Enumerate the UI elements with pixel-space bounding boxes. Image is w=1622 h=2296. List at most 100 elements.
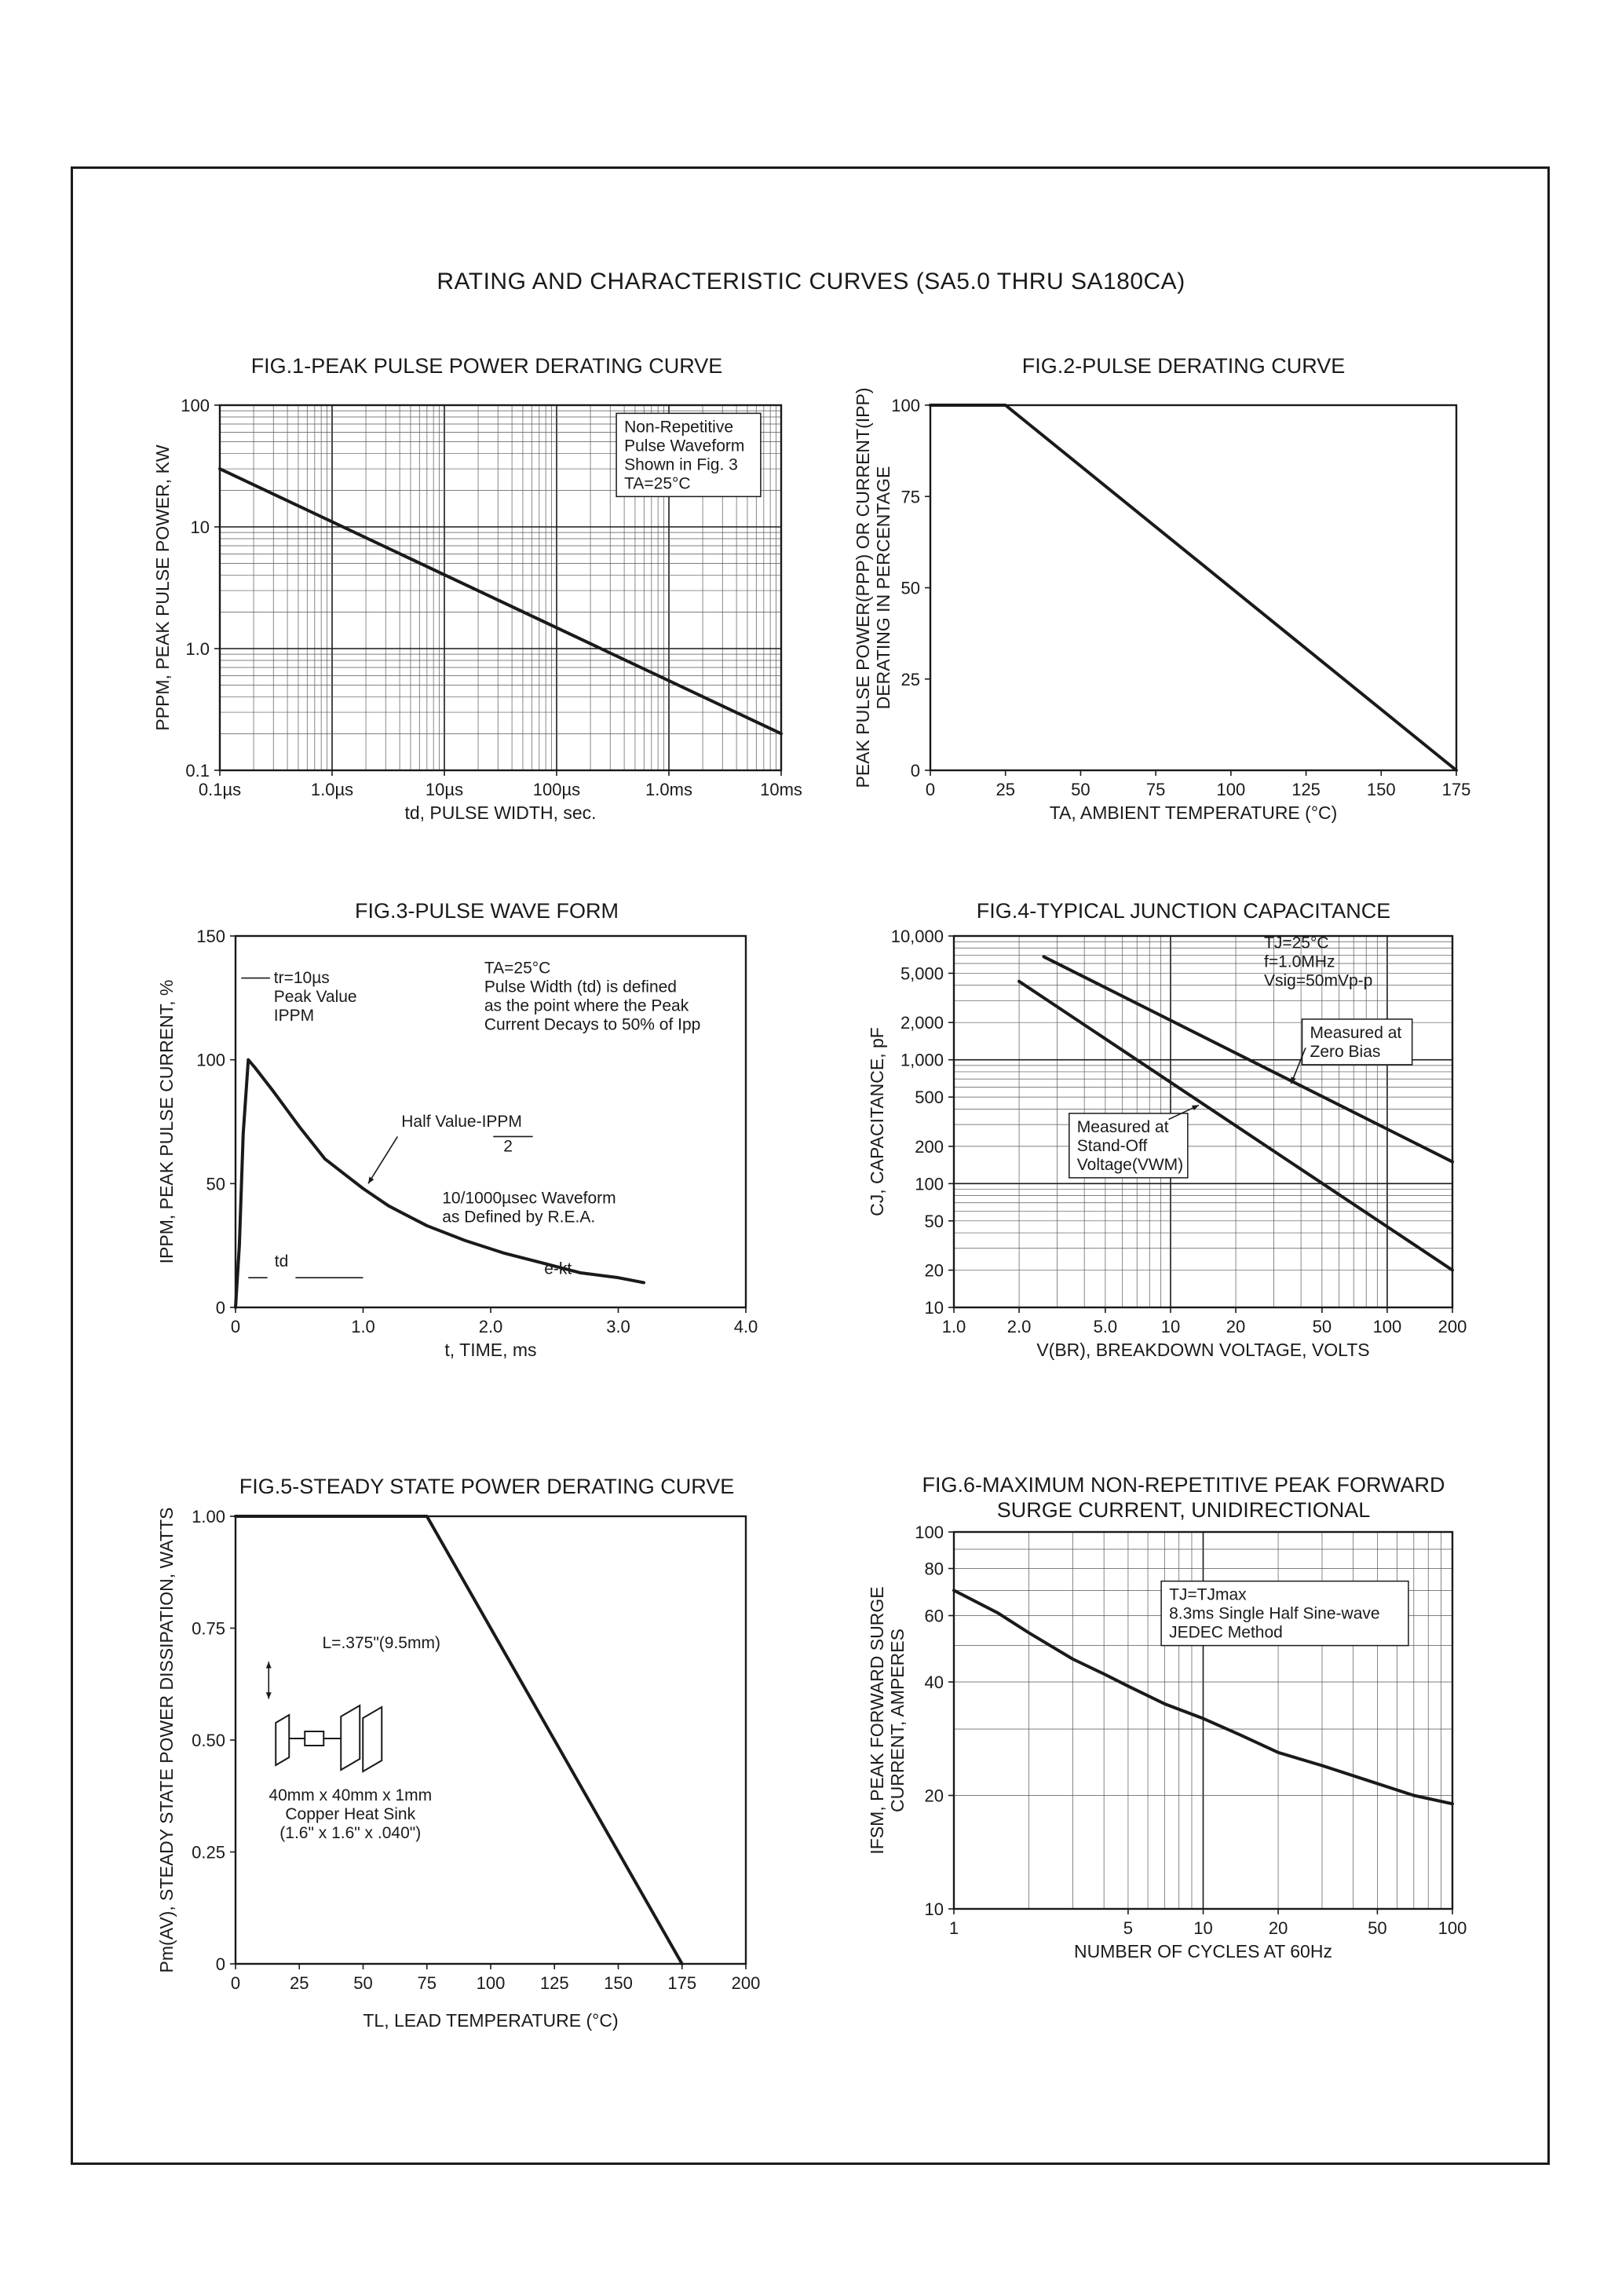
svg-text:10: 10 — [1161, 1317, 1180, 1336]
svg-text:60: 60 — [925, 1606, 944, 1625]
fig4-typical-junction-capacitance: FIG.4-TYPICAL JUNCTION CAPACITANCE 1.0 2.… — [852, 897, 1515, 1445]
fig5-chart-canvas: 0 25 50 75 100 125 150 175 200 0 0.25 0.50 0.75 1.00 T… — [156, 1507, 761, 2031]
svg-text:100: 100 — [1373, 1317, 1402, 1336]
svg-text:PPPM, PEAK PULSE POWER, KW: PPPM, PEAK PULSE POWER, KW — [152, 444, 173, 731]
svg-text:Measured at: Measured at — [1077, 1118, 1169, 1136]
svg-text:as the point where the Peak: as the point where the Peak — [484, 996, 689, 1015]
svg-text:150: 150 — [1367, 780, 1396, 799]
svg-text:100: 100 — [181, 396, 210, 415]
svg-text:Pulse Width (td) is defined: Pulse Width (td) is defined — [484, 978, 677, 996]
svg-text:10,000: 10,000 — [891, 927, 944, 946]
svg-text:40mm x 40mm x 1mm: 40mm x 40mm x 1mm — [269, 1786, 432, 1804]
fig6-max-non-repetitive-peak-forward-surge-current: FIG.6-MAXIMUM NON-REPETITIVE PEAK FORWAR… — [852, 1472, 1515, 2025]
svg-text:as Defined by R.E.A.: as Defined by R.E.A. — [442, 1208, 595, 1227]
fig6-chart-canvas: 1 5 10 20 50 100 10 20 40 60 80 100 NUMBER OF CYCLES… — [867, 1523, 1467, 1961]
svg-text:1.0µs: 1.0µs — [311, 780, 353, 799]
svg-text:2.0: 2.0 — [1007, 1317, 1032, 1336]
fig3-chart-canvas: 0 1.0 2.0 3.0 4.0 0 50 100 150 t, TIME, ms IPPM, P… — [156, 927, 758, 1360]
svg-text:Peak Value: Peak Value — [274, 988, 357, 1006]
svg-text:tr=10µs: tr=10µs — [274, 969, 330, 987]
svg-text:200: 200 — [1438, 1317, 1467, 1336]
svg-text:td, PULSE WIDTH, sec.: td, PULSE WIDTH, sec. — [404, 803, 596, 823]
svg-text:Pulse Waveform: Pulse Waveform — [624, 437, 744, 455]
svg-text:TA=25°C: TA=25°C — [624, 474, 690, 492]
svg-text:2,000: 2,000 — [901, 1013, 944, 1033]
svg-text:TA, AMBIENT TEMPERATURE (°C): TA, AMBIENT TEMPERATURE (°C) — [1050, 803, 1338, 823]
fig3-pulse-wave-form: FIG.3-PULSE WAVE FORM 0 1.0 2.0 3.0 4.0 0 50 10… — [126, 897, 848, 1445]
svg-text:2: 2 — [503, 1137, 513, 1155]
svg-text:IPPM: IPPM — [274, 1007, 314, 1025]
svg-text:75: 75 — [1146, 780, 1165, 799]
svg-text:8.3ms Single Half Sine-wave: 8.3ms Single Half Sine-wave — [1169, 1605, 1379, 1623]
svg-text:50: 50 — [925, 1212, 944, 1231]
fig5-title: FIG.5-STEADY STATE POWER DERATING CURVE — [239, 1475, 735, 1498]
svg-text:TJ=TJmax: TJ=TJmax — [1169, 1586, 1247, 1604]
fig2-pulse-derating-curve: FIG.2-PULSE DERATING CURVE 0 25 50 75 100 125… — [852, 352, 1515, 845]
svg-text:IFSM, PEAK FORWARD SURGE: IFSM, PEAK FORWARD SURGE — [867, 1586, 887, 1854]
svg-text:f=1.0MHz: f=1.0MHz — [1264, 952, 1335, 971]
fig1-title: FIG.1-PEAK PULSE POWER DERATING CURVE — [250, 354, 723, 378]
svg-text:75: 75 — [418, 1973, 437, 1993]
fig1-chart-canvas: 0.1µs 1.0µs 10µs 100µs 1.0ms 10ms 100 10 1.0 0.1 t… — [152, 396, 802, 823]
svg-text:200: 200 — [732, 1973, 761, 1993]
svg-text:NUMBER OF CYCLES AT 60Hz: NUMBER OF CYCLES AT 60Hz — [1074, 1941, 1332, 1961]
svg-text:TJ=25°C: TJ=25°C — [1264, 934, 1329, 952]
fig6-title: FIG.6-MAXIMUM NON-REPETITIVE PEAK FORWAR… — [922, 1473, 1445, 1522]
svg-text:150: 150 — [196, 927, 225, 946]
svg-text:Shown in Fig. 3: Shown in Fig. 3 — [624, 455, 738, 473]
svg-text:0.75: 0.75 — [192, 1619, 225, 1639]
svg-text:25: 25 — [995, 780, 1014, 799]
svg-text:TL, LEAD TEMPERATURE (°C): TL, LEAD TEMPERATURE (°C) — [363, 2010, 618, 2031]
svg-text:10/1000µsec Waveform: 10/1000µsec Waveform — [442, 1190, 616, 1208]
svg-text:5.0: 5.0 — [1094, 1317, 1118, 1336]
svg-text:1.0: 1.0 — [185, 639, 210, 659]
fig2-chart-canvas: 0 25 50 75 100 125 150 175 0 25 50 75 100 TA, AMBIENT… — [853, 388, 1470, 823]
svg-text:1: 1 — [949, 1918, 959, 1938]
svg-text:10: 10 — [925, 1298, 944, 1318]
svg-text:DERATING IN PERCENTAGE: DERATING IN PERCENTAGE — [873, 466, 893, 710]
svg-text:t, TIME, ms: t, TIME, ms — [444, 1340, 536, 1360]
fig3-title: FIG.3-PULSE WAVE FORM — [354, 899, 619, 923]
svg-text:150: 150 — [604, 1973, 633, 1993]
svg-text:125: 125 — [540, 1973, 569, 1993]
fig4-chart-canvas: 1.0 2.0 5.0 10 20 50 100 200 10 20 50 100 200 500 1,00… — [867, 927, 1467, 1360]
svg-text:CJ, CAPACITANCE, pF: CJ, CAPACITANCE, pF — [867, 1027, 887, 1216]
svg-text:0: 0 — [231, 1973, 240, 1993]
svg-text:2.0: 2.0 — [479, 1317, 503, 1336]
svg-text:Voltage(VWM): Voltage(VWM) — [1077, 1156, 1183, 1174]
page-border-frame — [71, 166, 1550, 2165]
svg-text:100: 100 — [196, 1051, 225, 1070]
svg-text:0: 0 — [231, 1317, 240, 1336]
svg-text:50: 50 — [1313, 1317, 1332, 1336]
svg-text:e-kt: e-kt — [544, 1260, 572, 1278]
svg-text:0: 0 — [216, 1954, 225, 1974]
svg-text:40: 40 — [925, 1673, 944, 1692]
svg-text:10ms: 10ms — [760, 780, 802, 799]
svg-text:PEAK PULSE POWER(PPP) OR CURRE: PEAK PULSE POWER(PPP) OR CURRENT(IPP) — [853, 388, 873, 788]
svg-text:Current Decays to 50% of Ipp: Current Decays to 50% of Ipp — [484, 1015, 700, 1033]
svg-text:75: 75 — [901, 487, 920, 506]
svg-text:Zero Bias: Zero Bias — [1310, 1043, 1381, 1061]
svg-text:5: 5 — [1123, 1918, 1133, 1938]
svg-text:1.00: 1.00 — [192, 1507, 225, 1526]
svg-text:Pm(AV), STEADY STATE POWER DIS: Pm(AV), STEADY STATE POWER DISSIPATION, … — [156, 1508, 177, 1973]
svg-text:125: 125 — [1291, 780, 1321, 799]
svg-text:50: 50 — [353, 1973, 372, 1993]
svg-text:50: 50 — [206, 1174, 225, 1194]
svg-text:0.1: 0.1 — [185, 761, 210, 781]
svg-text:50: 50 — [1071, 780, 1090, 799]
svg-text:IPPM, PEAK PULSE CURRENT, %: IPPM, PEAK PULSE CURRENT, % — [156, 980, 177, 1264]
svg-text:td: td — [275, 1252, 289, 1270]
svg-text:50: 50 — [901, 579, 920, 598]
svg-text:100: 100 — [915, 1523, 944, 1542]
svg-text:TA=25°C: TA=25°C — [484, 959, 550, 977]
svg-text:25: 25 — [290, 1973, 309, 1993]
svg-text:1.0: 1.0 — [351, 1317, 375, 1336]
svg-text:20: 20 — [1226, 1317, 1245, 1336]
svg-text:Half Value-IPPM: Half Value-IPPM — [401, 1113, 522, 1131]
svg-text:100: 100 — [477, 1973, 506, 1993]
fig5-steady-state-power-derating-curve: FIG.5-STEADY STATE POWER DERATING CURVE … — [126, 1472, 848, 2097]
svg-text:10: 10 — [925, 1899, 944, 1919]
svg-text:0: 0 — [926, 780, 935, 799]
